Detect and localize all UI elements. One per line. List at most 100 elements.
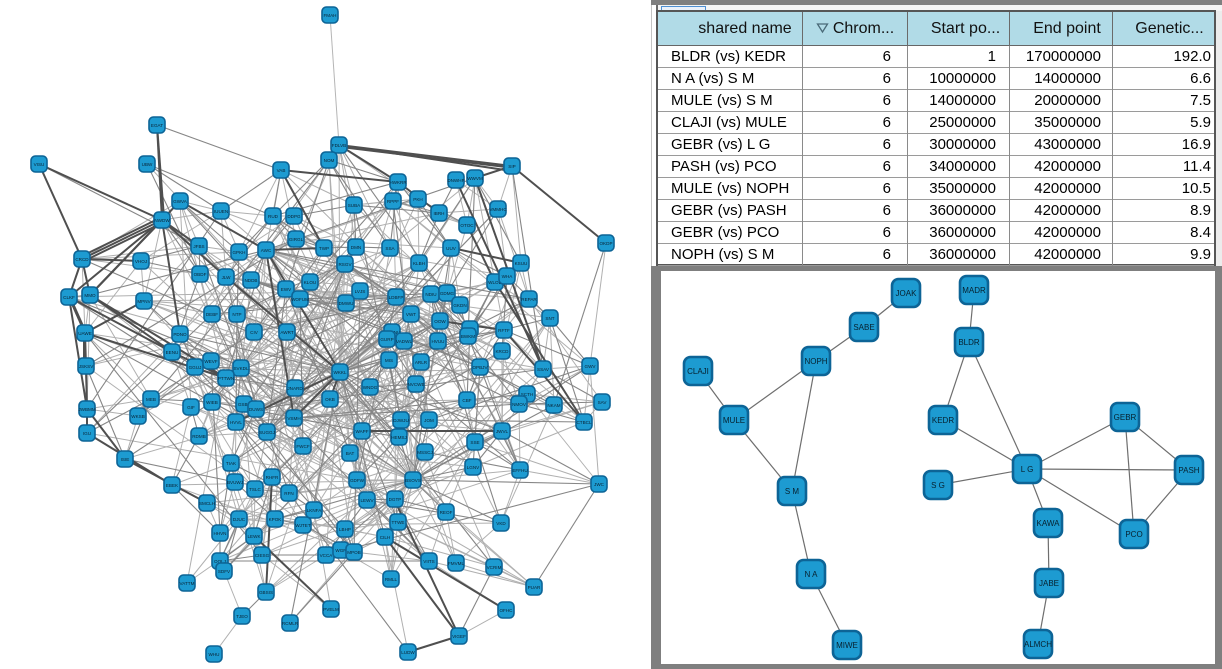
- svg-text:TSLC: TSLC: [249, 487, 261, 492]
- svg-text:NOM: NOM: [324, 158, 335, 163]
- svg-text:RPPF: RPPF: [387, 199, 399, 204]
- svg-text:EENU: EENU: [166, 350, 179, 355]
- svg-text:BWKM: BWKM: [461, 334, 475, 339]
- svg-text:WIEB: WIEB: [206, 400, 218, 405]
- svg-text:JOAK: JOAK: [896, 289, 918, 298]
- svg-text:VADWL: VADWL: [396, 339, 412, 344]
- svg-text:MSSCJ: MSSCJ: [417, 450, 433, 455]
- svg-text:KSUU: KSUU: [515, 261, 528, 266]
- svg-text:LBHP: LBHP: [339, 527, 351, 532]
- svg-text:RCMLR: RCMLR: [282, 621, 299, 626]
- svg-text:SCTH: SCTH: [521, 392, 534, 397]
- svg-text:LEWV: LEWV: [360, 498, 374, 503]
- svg-text:JSKSV: JSKSV: [79, 364, 94, 369]
- svg-text:KLOU: KLOU: [304, 280, 317, 285]
- svg-text:GIRGL: GIRGL: [289, 237, 304, 242]
- svg-text:FWCF: FWCF: [296, 444, 309, 449]
- svg-text:DGTP: DGTP: [389, 497, 402, 502]
- svg-text:OOW: OOW: [434, 319, 446, 324]
- svg-text:UUV: UUV: [446, 246, 457, 251]
- svg-text:WNDG: WNDG: [363, 385, 378, 390]
- svg-text:HHVN: HHVN: [213, 531, 226, 536]
- svg-text:BVUWJ: BVUWJ: [227, 480, 243, 485]
- svg-text:SSA: SSA: [385, 246, 395, 251]
- svg-text:WJTET: WJTET: [295, 523, 311, 528]
- svg-text:BAT: BAT: [346, 451, 355, 456]
- svg-text:JLW: JLW: [222, 275, 232, 280]
- svg-text:RSGV: RSGV: [338, 262, 352, 267]
- svg-text:AWC: AWC: [261, 248, 272, 253]
- svg-text:VIGEF: VIGEF: [452, 634, 466, 639]
- svg-text:CLKF: CLKF: [63, 295, 75, 300]
- svg-text:NVCWE: NVCWE: [407, 382, 424, 387]
- svg-text:NDIU: NDIU: [425, 292, 436, 297]
- svg-text:DMWU: DMWU: [339, 301, 354, 306]
- svg-text:SAV: SAV: [598, 400, 608, 405]
- svg-text:SDFV: SDFV: [218, 569, 231, 574]
- svg-text:EGAT: EGAT: [151, 123, 163, 128]
- svg-text:PASH: PASH: [1178, 466, 1199, 475]
- svg-text:WKSB: WKSB: [131, 414, 145, 419]
- svg-text:BSOVS: BSOVS: [405, 478, 421, 483]
- svg-text:OKDP: OKDP: [599, 241, 612, 246]
- svg-text:GPKH: GPKH: [232, 250, 245, 255]
- svg-text:SSAV: SSAV: [537, 367, 550, 372]
- svg-text:WWVM: WWVM: [467, 176, 483, 181]
- svg-text:WAPF: WAPF: [355, 429, 368, 434]
- svg-text:OTOC: OTOC: [460, 223, 474, 228]
- svg-text:KAWA: KAWA: [1037, 519, 1061, 528]
- svg-text:MIS: MIS: [385, 358, 393, 363]
- svg-text:CLAJI: CLAJI: [687, 367, 709, 376]
- svg-text:KPOK: KPOK: [269, 517, 283, 522]
- svg-text:GIF: GIF: [187, 405, 195, 410]
- svg-text:BLDR: BLDR: [958, 338, 980, 347]
- svg-text:ISIE: ISIE: [121, 457, 130, 462]
- svg-text:WHA: WHA: [502, 274, 514, 279]
- svg-text:NWDW: NWDW: [154, 218, 170, 223]
- svg-text:GURP: GURP: [380, 337, 393, 342]
- svg-text:PUAR: PUAR: [528, 585, 541, 590]
- svg-text:NDDB: NDDB: [244, 278, 257, 283]
- svg-text:VMMHC: VMMHC: [489, 207, 507, 212]
- svg-text:TIAK: TIAK: [226, 461, 237, 466]
- svg-text:GEBR: GEBR: [1114, 413, 1137, 422]
- svg-text:PTTWN: PTTWN: [218, 376, 234, 381]
- svg-text:MPOB: MPOB: [347, 550, 361, 555]
- svg-text:UBW: UBW: [142, 162, 153, 167]
- svg-text:LGNV: LGNV: [467, 465, 480, 470]
- svg-text:DJUC: DJUC: [233, 517, 246, 522]
- svg-text:JOM: JOM: [424, 418, 434, 423]
- svg-text:SNT: SNT: [545, 316, 554, 321]
- svg-text:GDMG: GDMG: [440, 291, 455, 296]
- svg-text:GDFW: GDFW: [350, 478, 365, 483]
- svg-text:VIITS: VIITS: [423, 559, 435, 564]
- svg-text:VSMH: VSMH: [287, 416, 300, 421]
- svg-text:MMO: MMO: [84, 293, 96, 298]
- svg-text:REOF: REOF: [440, 510, 453, 515]
- svg-text:SUGGJ: SUGGJ: [259, 430, 275, 435]
- svg-text:TJEO: TJEO: [236, 614, 248, 619]
- svg-text:VWT: VWT: [406, 312, 416, 317]
- svg-text:DEBF: DEBF: [206, 312, 218, 317]
- svg-text:RUD: RUD: [268, 214, 279, 219]
- svg-text:HVVL: HVVL: [230, 420, 242, 425]
- svg-text:GWV: GWV: [585, 364, 597, 369]
- svg-text:S G: S G: [931, 481, 945, 490]
- svg-text:WGR: WGR: [335, 548, 347, 553]
- svg-text:SIP: SIP: [508, 164, 515, 169]
- svg-text:JWC: JWC: [594, 482, 605, 487]
- svg-text:KEDR: KEDR: [932, 416, 954, 425]
- svg-text:NTP: NTP: [232, 312, 241, 317]
- svg-text:JABE: JABE: [1039, 579, 1059, 588]
- svg-text:RHFR: RHFR: [266, 475, 279, 480]
- svg-text:RDMB: RDMB: [192, 434, 206, 439]
- svg-text:NMOV: NMOV: [512, 402, 527, 407]
- svg-text:OBDF: OBDF: [194, 272, 207, 277]
- svg-text:OKB: OKB: [325, 397, 335, 402]
- svg-text:WLOD: WLOD: [488, 280, 502, 285]
- svg-text:OPBJV: OPBJV: [472, 365, 488, 370]
- svg-text:EBEK: EBEK: [166, 483, 179, 488]
- svg-text:RFN: RFN: [284, 491, 293, 496]
- svg-text:PDNO: PDNO: [173, 332, 187, 337]
- svg-text:MULE: MULE: [723, 416, 745, 425]
